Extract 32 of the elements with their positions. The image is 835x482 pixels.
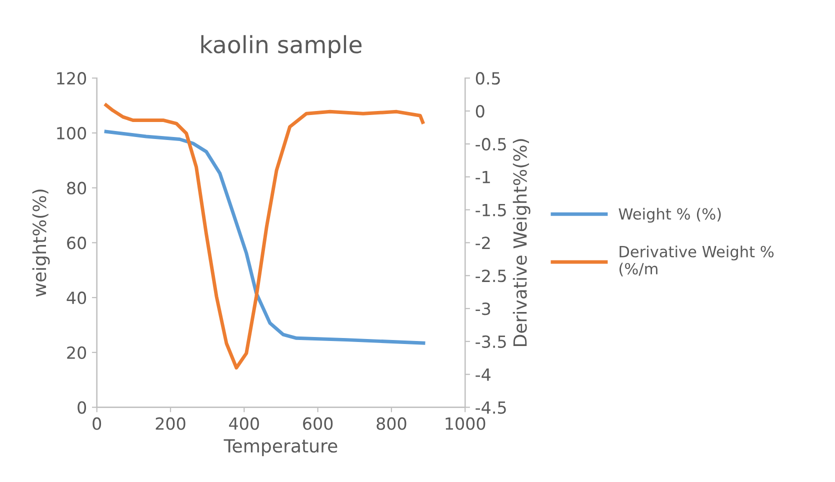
y2-tick-label: 0.5: [476, 72, 500, 85]
x-tick-label: 800: [376, 417, 406, 430]
y-tick-label: 100: [57, 126, 86, 140]
y2-tick-label: 0: [476, 104, 484, 118]
y-tick-label: 40: [66, 292, 86, 304]
x-axis-title: Temperature: [224, 439, 338, 456]
x-tick-label: 1000: [446, 417, 486, 430]
y2-axis-title: Derivative Weight%(%): [512, 139, 530, 346]
y2-tick-label: -4.5: [476, 401, 506, 414]
x-tick-label: 200: [156, 417, 186, 430]
y2-tick-label: -0.5: [476, 138, 506, 150]
x-tick-label: 400: [229, 417, 259, 430]
y2-tick-label: -2.5: [476, 270, 506, 282]
x-tick-label: 0: [92, 417, 102, 430]
legend-label: Derivative Weight % (%/m: [620, 246, 774, 276]
y2-tick-label: -2: [476, 236, 490, 250]
y-tick-label: 120: [57, 72, 86, 85]
x-tick-label: 600: [303, 417, 333, 430]
line-series: [104, 103, 424, 370]
y2-tick-label: -3.5: [476, 335, 506, 348]
y2-tick-label: -1.5: [476, 204, 506, 216]
legend-label: Weight % (%): [618, 208, 721, 223]
y-axis-title: weight%(%): [32, 190, 50, 297]
y-tick-label: 0: [78, 401, 86, 414]
chart-title: kaolin sample: [201, 35, 362, 58]
y-tick-label: 20: [67, 346, 86, 359]
line-series: [104, 130, 426, 345]
y2-tick-label: -3: [476, 302, 490, 316]
y2-tick-label: -1: [476, 171, 490, 184]
y-tick-label: 80: [67, 182, 86, 194]
y-tick-label: 60: [67, 236, 86, 250]
y2-tick-label: -4: [476, 368, 490, 381]
